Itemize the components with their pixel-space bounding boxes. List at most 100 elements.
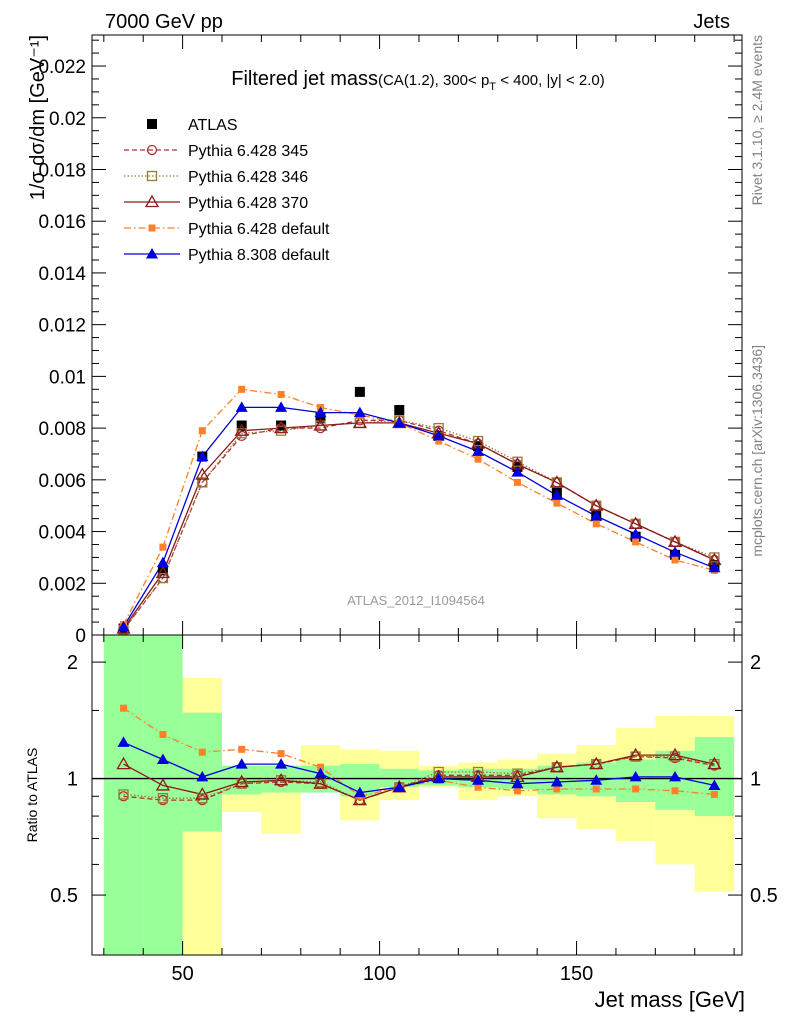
ratio-point-pythia-8-308-default xyxy=(669,770,682,782)
main-point-pythia-8-308-default xyxy=(511,466,524,477)
main-point-pythia-8-308-default xyxy=(629,528,642,539)
main-point-atlas xyxy=(354,386,365,397)
legend-marker xyxy=(146,248,158,259)
ratio-ytick-label: 1 xyxy=(67,769,78,791)
main-point-pythia-6-428-default xyxy=(553,499,561,507)
main-point-pythia-8-308-default xyxy=(669,546,682,557)
main-point-pythia-6-428-370 xyxy=(273,420,289,434)
legend-marker xyxy=(146,170,158,182)
ratio-point-pythia-6-428-default xyxy=(474,783,482,791)
main-ytick-label: 0.012 xyxy=(38,316,86,337)
ratio-point-pythia-6-428-370 xyxy=(589,756,604,770)
ratio-point-pythia-6-428-346 xyxy=(197,793,208,804)
ratio-point-pythia-6-428-370 xyxy=(667,747,683,761)
main-ytick-label: 0.01 xyxy=(49,367,86,388)
ratio-point-pythia-6-428-default xyxy=(592,785,600,793)
ratio-point-pythia-6-428-370 xyxy=(195,787,210,800)
ratio-point-pythia-8-308-default xyxy=(393,781,406,792)
ratio-point-pythia-6-428-default xyxy=(671,787,679,795)
main-ytick-label: 0.016 xyxy=(38,212,86,233)
main-ytick-label: 0.004 xyxy=(38,523,86,544)
ratio-point-pythia-6-428-default xyxy=(120,704,128,712)
header-left: 7000 GeV pp xyxy=(105,11,223,33)
ratio-point-pythia-8-308-default xyxy=(590,774,603,785)
main-point-atlas xyxy=(276,420,287,431)
main-point-atlas xyxy=(157,565,168,576)
main-ytick-label: 0 xyxy=(75,626,86,647)
main-point-pythia-6-428-default xyxy=(159,543,167,551)
main-ytick-label: 0.008 xyxy=(38,419,86,440)
main-point-pythia-6-428-370 xyxy=(234,423,249,436)
main-ytick-label: 0.018 xyxy=(38,160,86,181)
ratio-point-pythia-6-428-default xyxy=(159,730,167,738)
legend-entry-pythia-8-308-default: Pythia 8.308 default xyxy=(124,247,330,264)
main-ytick-label: 0.02 xyxy=(49,109,86,130)
ratio-point-pythia-8-308-default xyxy=(314,767,327,779)
legend-label: Pythia 6.428 370 xyxy=(188,195,308,212)
main-point-pythia-6-428-346 xyxy=(197,477,208,488)
ratio-panel: 0.5 0.5 1 1 2 2 50 100 150 Ratio to ATLAS Jet ma… xyxy=(24,634,778,1012)
main-point-pythia-6-428-370 xyxy=(352,415,367,429)
ratio-point-pythia-6-428-346 xyxy=(157,793,169,804)
x-axis-label: Jet mass [GeV] xyxy=(595,987,745,1012)
main-ytick-label: 0.022 xyxy=(38,57,86,78)
main-point-pythia-8-308-default xyxy=(353,406,366,418)
main-point-pythia-6-428-370 xyxy=(313,418,328,431)
main-point-pythia-6-428-370 xyxy=(155,565,171,579)
main-point-atlas xyxy=(315,412,326,423)
main-point-pythia-6-428-default xyxy=(592,520,600,528)
main-point-pythia-8-308-default xyxy=(472,445,485,456)
main-point-pythia-6-428-default xyxy=(474,455,482,463)
main-point-pythia-6-428-default xyxy=(277,390,285,398)
main-point-pythia-8-308-default xyxy=(393,416,406,428)
legend: ATLAS Pythia 6.428 345 Pythia 6.428 346 Pyt… xyxy=(124,117,330,264)
main-point-pythia-6-428-default xyxy=(671,556,679,564)
main-title-sub-end: < 400, |y| < 2.0) xyxy=(496,72,605,89)
main-point-pythia-6-428-default xyxy=(198,427,206,435)
main-point-pythia-8-308-default xyxy=(156,556,169,568)
main-point-pythia-6-428-default xyxy=(238,385,246,393)
legend-marker xyxy=(146,144,158,156)
ratio-ytick-label: 2 xyxy=(67,652,78,674)
main-title-sub: (CA(1.2), 300< p xyxy=(378,72,489,89)
main-ytick-label: 0.006 xyxy=(38,471,86,492)
main-point-pythia-8-308-default xyxy=(196,450,209,462)
main-point-pythia-6-428-default xyxy=(632,538,640,546)
main-point-pythia-8-308-default xyxy=(275,401,288,412)
ratio-point-pythia-6-428-370 xyxy=(628,747,643,761)
ratio-point-pythia-8-308-default xyxy=(511,777,524,789)
ratio-line-pythia-6-428-default xyxy=(123,707,715,798)
ratio-point-pythia-6-428-370 xyxy=(234,774,249,788)
main-point-pythia-8-308-default xyxy=(708,561,721,573)
legend-marker xyxy=(148,224,156,232)
ratio-line-pythia-6-428-346 xyxy=(123,755,715,801)
main-point-pythia-8-308-default xyxy=(432,429,445,441)
ratio-point-pythia-6-428-370 xyxy=(155,778,171,791)
side-label-bottom: mcplots.cern.ch [arXiv:1306.3436] xyxy=(749,345,765,557)
ratio-point-pythia-8-308-default xyxy=(235,758,248,769)
ratio-point-pythia-8-308-default xyxy=(156,753,169,765)
legend-label: Pythia 6.428 default xyxy=(188,221,330,238)
ratio-point-pythia-8-308-default xyxy=(196,770,209,782)
ratio-point-pythia-8-308-default xyxy=(117,736,130,747)
main-point-pythia-6-428-370 xyxy=(195,467,210,480)
x-tick-label: 150 xyxy=(560,963,593,985)
ratio-ytick-label-right: 0.5 xyxy=(750,885,778,907)
ratio-point-pythia-6-428-default xyxy=(316,763,324,771)
legend-label: Pythia 6.428 346 xyxy=(188,169,308,186)
ratio-point-pythia-6-428-default xyxy=(553,785,561,793)
ratio-point-pythia-8-308-default xyxy=(629,770,642,782)
ratio-point-pythia-8-308-default xyxy=(708,779,721,790)
main-title-sub-subscript: T xyxy=(489,81,496,93)
ratio-point-pythia-8-308-default xyxy=(353,786,366,798)
main-line-pythia-6-428-default xyxy=(122,388,715,625)
ratio-point-pythia-8-308-default xyxy=(550,775,563,787)
ratio-point-pythia-8-308-default xyxy=(275,758,288,769)
ratio-point-pythia-6-428-370 xyxy=(273,772,289,786)
ratio-ylabel: Ratio to ATLAS xyxy=(24,748,40,843)
legend-entry-pythia-6-428-346: Pythia 6.428 346 xyxy=(124,169,308,186)
main-title-text: Filtered jet mass xyxy=(231,68,378,90)
legend-label: Pythia 6.428 345 xyxy=(188,143,308,160)
ratio-point-pythia-6-428-default xyxy=(632,785,640,793)
